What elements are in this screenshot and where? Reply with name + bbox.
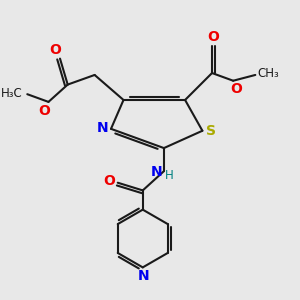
Text: S: S — [206, 124, 216, 138]
Text: O: O — [103, 174, 115, 188]
Text: N: N — [150, 165, 162, 179]
Text: O: O — [207, 30, 219, 44]
Text: H₃C: H₃C — [1, 87, 23, 100]
Text: O: O — [230, 82, 242, 96]
Text: CH₃: CH₃ — [257, 68, 279, 80]
Text: N: N — [97, 121, 108, 135]
Text: O: O — [49, 43, 61, 57]
Text: H: H — [165, 169, 174, 182]
Text: O: O — [39, 103, 50, 118]
Text: N: N — [138, 269, 149, 283]
